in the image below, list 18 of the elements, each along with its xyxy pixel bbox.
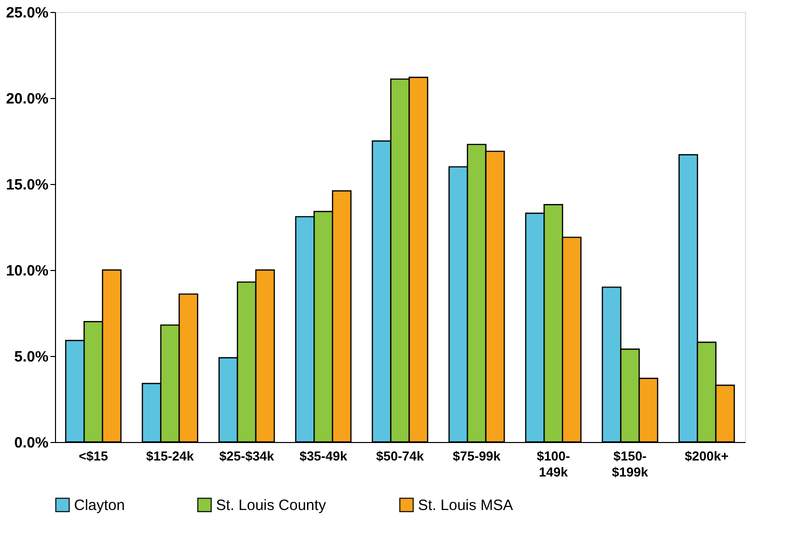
legend-label: St. Louis County <box>216 496 327 514</box>
x-tick-label: $50-74k <box>376 448 425 464</box>
x-tick-label: $35-49k <box>299 448 348 464</box>
legend-label: St. Louis MSA <box>418 496 514 514</box>
x-tick-label: $100- 149k <box>536 448 570 480</box>
y-tick-label: 25.0% <box>6 4 48 22</box>
y-tick-label: 20.0% <box>6 90 48 108</box>
legend-label: Clayton <box>74 496 125 514</box>
y-tick-label: 10.0% <box>6 262 48 280</box>
x-tick-label: $25-$34k <box>219 448 275 464</box>
y-tick-label: 5.0% <box>14 348 48 366</box>
x-tick-label: <$15 <box>78 448 108 464</box>
x-tick-label: $75-99k <box>452 448 502 464</box>
y-tick-label: 15.0% <box>6 176 48 194</box>
x-tick-label: $150- $199k <box>612 448 649 480</box>
x-tick-label: $15-24k <box>146 448 195 464</box>
y-tick-label: 0.0% <box>14 434 48 452</box>
x-tick-label: $200k+ <box>684 448 729 464</box>
